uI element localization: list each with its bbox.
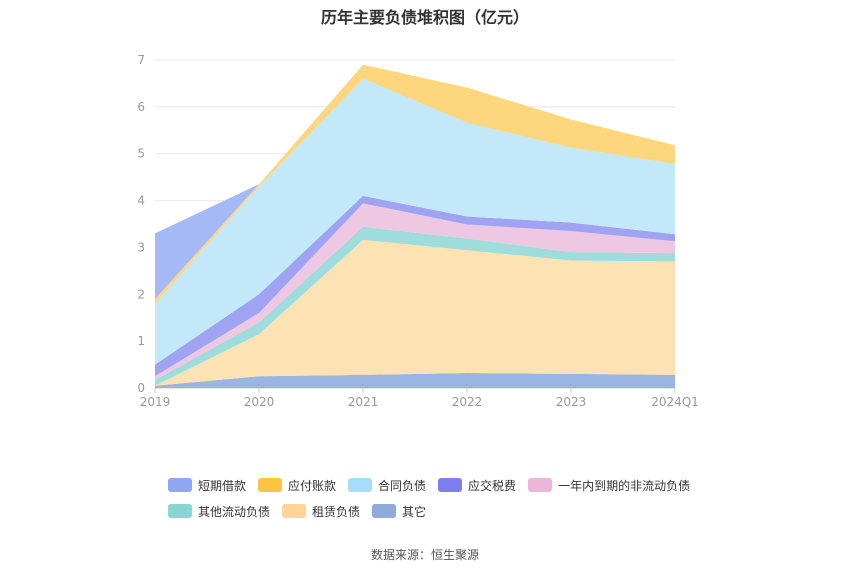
- y-tick-label: 3: [137, 240, 145, 254]
- legend-swatch: [168, 504, 192, 518]
- y-tick-label: 7: [137, 53, 145, 67]
- legend-item[interactable]: 一年内到期的非流动负债: [528, 477, 690, 494]
- legend-swatch: [372, 504, 397, 518]
- legend-item[interactable]: 短期借款: [168, 477, 246, 494]
- y-tick-label: 5: [137, 147, 145, 161]
- legend-swatch: [528, 478, 553, 492]
- legend-label: 应交税费: [468, 478, 517, 493]
- legend-label: 合同负债: [378, 478, 427, 493]
- x-tick-label: 2024Q1: [651, 395, 699, 409]
- legend-row-2: 其他流动负债 租赁负债 其它: [168, 498, 728, 524]
- legend-swatch: [258, 478, 283, 492]
- legend-swatch: [282, 504, 307, 518]
- legend-item[interactable]: 合同负债: [348, 477, 426, 494]
- legend-label: 短期借款: [198, 478, 247, 493]
- y-tick-label: 2: [137, 287, 145, 301]
- area-series: [155, 78, 675, 365]
- y-tick-label: 4: [137, 194, 145, 208]
- y-tick-label: 0: [137, 381, 145, 395]
- x-tick-label: 2023: [556, 395, 587, 409]
- x-tick-label: 2021: [348, 395, 379, 409]
- legend-swatch: [168, 478, 192, 492]
- legend-item[interactable]: 其他流动负债: [168, 503, 270, 520]
- legend-label: 其它: [402, 504, 427, 519]
- legend-item[interactable]: 租赁负债: [282, 503, 360, 520]
- x-tick-label: 2019: [140, 395, 171, 409]
- legend-item[interactable]: 其它: [372, 503, 426, 520]
- legend-label: 租赁负债: [312, 504, 361, 519]
- legend-label: 一年内到期的非流动负债: [558, 478, 691, 493]
- legend-swatch: [348, 478, 373, 492]
- x-tick-label: 2020: [244, 395, 275, 409]
- legend-swatch: [438, 478, 463, 492]
- legend-label: 应付账款: [288, 478, 337, 493]
- y-tick-label: 6: [137, 100, 145, 114]
- chart-legend: 短期借款 应付账款 合同负债 应交税费 一年内到期的非流动负债 其他流动负债 租…: [168, 472, 728, 524]
- y-tick-label: 1: [137, 334, 145, 348]
- legend-label: 其他流动负债: [198, 504, 271, 519]
- area-series: [155, 239, 675, 386]
- chart-title: 历年主要负债堆积图（亿元）: [320, 8, 529, 27]
- area-series: [155, 203, 675, 380]
- legend-item[interactable]: 应交税费: [438, 477, 516, 494]
- data-source: 数据来源：恒生聚源: [370, 548, 479, 562]
- area-series: [155, 373, 675, 388]
- legend-row-1: 短期借款 应付账款 合同负债 应交税费 一年内到期的非流动负债: [168, 472, 728, 498]
- x-tick-label: 2022: [452, 395, 483, 409]
- legend-item[interactable]: 应付账款: [258, 477, 336, 494]
- stacked-area-chart: 0 1 2 3 4 5 6 7 2019 2020 2021 2022 2023 2024Q1: [137, 53, 699, 409]
- area-series: [155, 64, 675, 304]
